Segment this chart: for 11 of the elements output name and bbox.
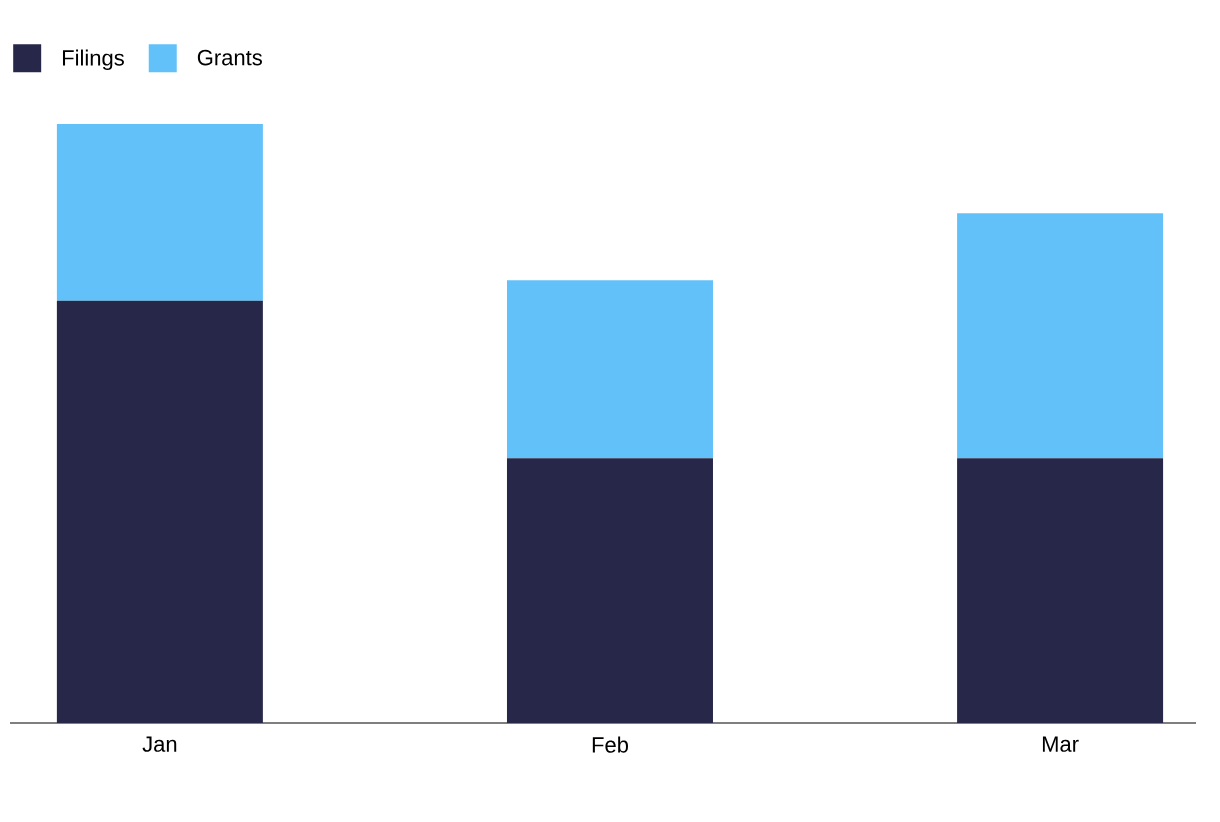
x-tick-label: Mar [1042, 736, 1079, 752]
bar [506, 458, 713, 723]
bar [56, 300, 263, 723]
bar [56, 123, 263, 301]
bar [957, 458, 1164, 723]
legend-label: Grants [197, 49, 262, 66]
legend-label: Filings [62, 49, 124, 71]
bar [957, 213, 1164, 459]
bar [506, 280, 713, 459]
x-tick-label: Jan [142, 736, 177, 752]
x-tick-label: Feb [592, 736, 629, 753]
